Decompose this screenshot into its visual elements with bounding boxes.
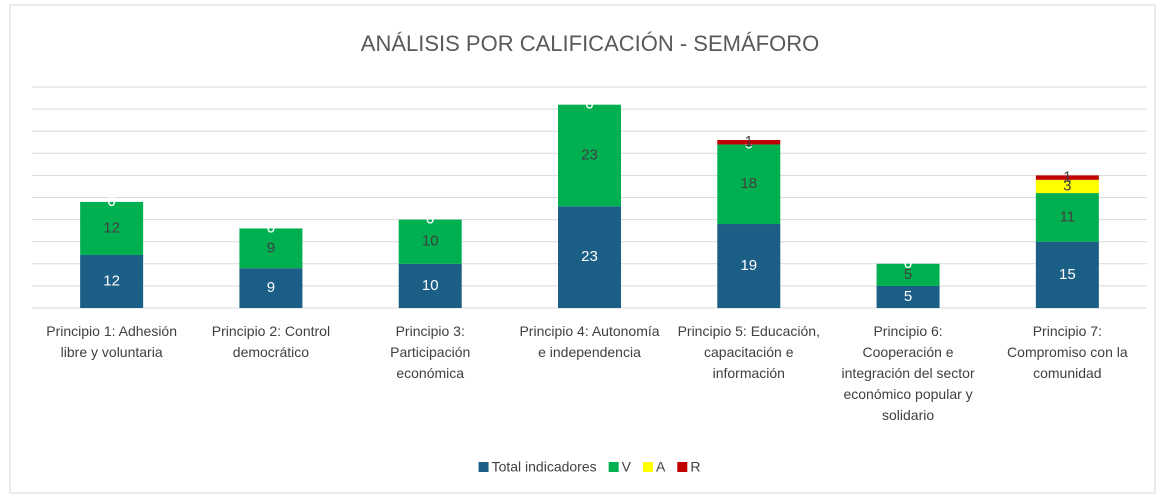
x-tick-label-line: información bbox=[713, 365, 785, 381]
data-label: 10 bbox=[422, 233, 439, 250]
x-tick-label-line: Principio 2: Control bbox=[212, 323, 330, 339]
x-tick-label-line: Principio 6: bbox=[873, 323, 942, 339]
x-tick-label-line: económica bbox=[396, 365, 464, 381]
data-label: 9 bbox=[267, 239, 275, 256]
data-label: 23 bbox=[581, 146, 598, 163]
x-tick-label: Principio 1: Adhesión libre y voluntaria bbox=[46, 323, 177, 360]
x-tick-label-line: Principio 5: Educación, bbox=[678, 323, 820, 339]
x-tick-label: Principio 4: Autonomía e independencia bbox=[519, 323, 659, 360]
bar-segment bbox=[876, 263, 940, 286]
x-tick-label-line: comunidad bbox=[1033, 365, 1102, 381]
x-tick-label-line: Principio 1: Adhesión bbox=[46, 323, 177, 339]
data-label: 0 bbox=[585, 96, 593, 113]
legend-label: A bbox=[656, 459, 666, 475]
legend: Total indicadores V A R bbox=[478, 459, 700, 475]
x-tick-label-line: solidario bbox=[882, 407, 934, 423]
x-tick-label-line: e independencia bbox=[538, 344, 641, 360]
data-label: 18 bbox=[740, 175, 757, 192]
data-label: 12 bbox=[103, 219, 120, 236]
data-label: 0 bbox=[426, 211, 434, 228]
x-tick-label: Principio 6: Cooperación e integración del… bbox=[842, 323, 975, 423]
x-tick-label-line: Principio 7: bbox=[1033, 323, 1102, 339]
x-tick-label-line: Principio 3: bbox=[396, 323, 465, 339]
legend-swatch bbox=[608, 462, 619, 472]
x-tick-label-line: Compromiso con la bbox=[1007, 344, 1128, 360]
x-tick-label-line: Participación bbox=[390, 344, 470, 360]
data-label: 0 bbox=[585, 96, 593, 113]
data-label: 0 bbox=[904, 255, 912, 272]
x-tick-label: Principio 5: Educación, capacitación e inf… bbox=[678, 323, 820, 381]
bar-segment bbox=[1035, 179, 1099, 194]
data-label: 5 bbox=[904, 288, 912, 305]
data-label: 23 bbox=[581, 248, 598, 265]
bar-segment bbox=[239, 268, 303, 308]
legend-swatch bbox=[478, 462, 489, 472]
legend-label: Total indicadores bbox=[492, 459, 597, 475]
legend-label: R bbox=[690, 459, 700, 475]
bar-segment bbox=[876, 285, 940, 308]
data-label: 10 bbox=[422, 277, 439, 294]
bar-segment bbox=[1035, 193, 1099, 242]
data-label: 1 bbox=[745, 133, 753, 150]
x-tick-label-line: Principio 4: Autonomía bbox=[519, 323, 659, 339]
x-tick-label: Principio 3: Participación económica bbox=[390, 323, 470, 381]
data-label: 9 bbox=[267, 279, 275, 296]
x-tick-label: Principio 7: Compromiso con la comunidad bbox=[1007, 323, 1128, 381]
x-tick-label-line: económico popular y bbox=[843, 386, 972, 402]
x-tick-label-line: capacitación e bbox=[704, 344, 794, 360]
chart-title: ANÁLISIS POR CALIFICACIÓN - SEMÁFORO bbox=[361, 31, 819, 56]
data-label: 0 bbox=[107, 193, 115, 210]
bar-segment bbox=[398, 219, 462, 264]
bar-segment bbox=[80, 201, 144, 255]
legend-label: V bbox=[622, 459, 632, 475]
data-label: 0 bbox=[267, 219, 275, 236]
bar-segment bbox=[717, 140, 781, 145]
data-label: 0 bbox=[267, 219, 275, 236]
bar-segment bbox=[717, 144, 781, 225]
bar-segment bbox=[398, 263, 462, 308]
data-label: 0 bbox=[107, 193, 115, 210]
data-label: 19 bbox=[740, 257, 757, 274]
x-tick-label: Principio 2: Control democrático bbox=[212, 323, 330, 360]
data-label: 0 bbox=[904, 255, 912, 272]
x-tick-label-line: Cooperación e bbox=[863, 344, 954, 360]
data-label: 5 bbox=[904, 266, 912, 283]
legend-swatch bbox=[677, 462, 688, 472]
data-label: 1 bbox=[1063, 169, 1071, 186]
data-label: 12 bbox=[103, 272, 120, 289]
x-tick-label-line: integración del sector bbox=[842, 365, 975, 381]
bar-segment bbox=[717, 224, 781, 308]
x-tick-label-line: libre y voluntaria bbox=[61, 344, 163, 360]
bar-segment bbox=[1035, 241, 1099, 308]
bar-segment bbox=[558, 104, 621, 207]
data-label: 3 bbox=[1063, 177, 1071, 194]
bar-segment bbox=[558, 206, 621, 308]
legend-swatch bbox=[642, 462, 653, 472]
bar-segment bbox=[1035, 175, 1099, 180]
data-label: 0 bbox=[426, 211, 434, 228]
bar-segment bbox=[80, 254, 144, 308]
bar-segment bbox=[239, 228, 303, 269]
data-label: 11 bbox=[1060, 208, 1076, 225]
data-label: 15 bbox=[1059, 266, 1076, 283]
x-tick-label-line: democrático bbox=[233, 344, 309, 360]
